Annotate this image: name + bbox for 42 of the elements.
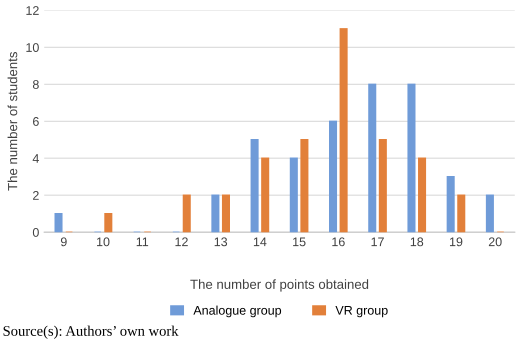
y-tick-label: 6 — [33, 117, 39, 126]
bar — [182, 194, 191, 232]
bar — [329, 120, 338, 232]
bar — [222, 194, 230, 232]
x-tick-label: 14 — [254, 238, 266, 246]
bar — [211, 194, 220, 232]
x-tick-label: 20 — [488, 237, 502, 246]
bar — [407, 84, 416, 232]
bar — [378, 139, 387, 232]
x-tick-label: 11 — [136, 238, 148, 246]
bar — [250, 139, 259, 232]
x-tick-label: 12 — [175, 237, 188, 246]
y-axis-title: The number of students — [8, 52, 18, 191]
y-tick-label: 12 — [26, 6, 39, 15]
legend-label: VR group — [335, 306, 388, 318]
bar — [290, 158, 298, 232]
x-axis-title: The number of points obtained — [190, 279, 368, 292]
bar — [300, 139, 308, 232]
y-tick-label: 0 — [32, 228, 39, 237]
x-tick-label: 19 — [450, 237, 462, 246]
y-tick-label: 4 — [32, 154, 39, 163]
bar — [457, 194, 466, 232]
y-tick-label: 10 — [26, 43, 39, 52]
legend-label: Analogue group — [193, 306, 282, 318]
bar — [368, 84, 376, 232]
x-tick-label: 10 — [97, 237, 110, 246]
x-tick-label: 13 — [214, 237, 228, 246]
y-tick-label: 2 — [33, 191, 39, 200]
x-tick-label: 9 — [60, 237, 67, 246]
x-tick-label: 17 — [372, 238, 384, 246]
x-tick-label: 18 — [410, 237, 424, 246]
bar — [486, 194, 494, 232]
bar — [54, 213, 63, 232]
y-tick-label: 8 — [32, 80, 39, 89]
x-tick-label: 15 — [293, 238, 306, 246]
bar — [418, 158, 426, 232]
source-note: Source(s): Authors’ own work — [4, 326, 179, 339]
bar — [104, 213, 112, 232]
bar — [340, 28, 348, 232]
bar — [446, 176, 455, 232]
x-tick-label: 16 — [332, 237, 345, 246]
bar — [261, 158, 270, 232]
